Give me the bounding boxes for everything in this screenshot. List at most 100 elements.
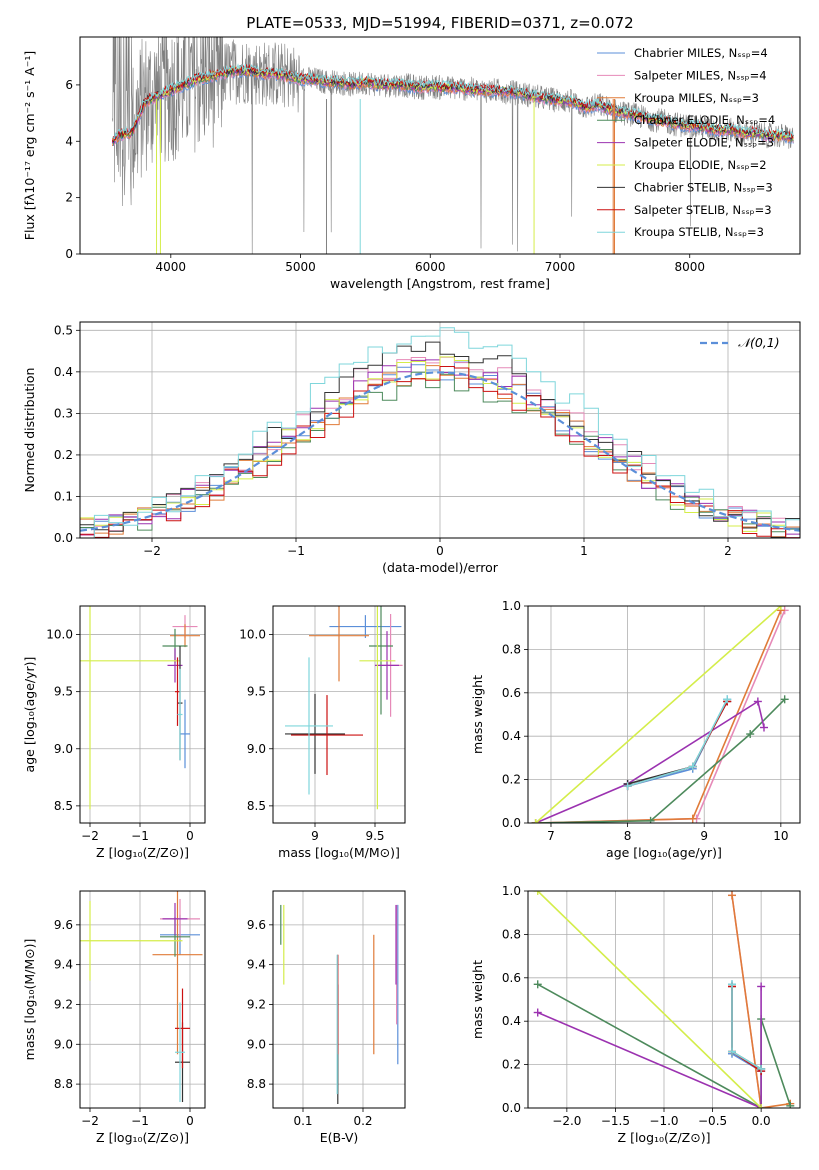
- y-tick-label: 9.2: [247, 997, 266, 1011]
- legend-label-salpeter_elodie: Salpeter ELODIE, Nₛₛₚ=3: [634, 136, 774, 150]
- plot-area-mass_vs_Z: [80, 891, 203, 1103]
- legend-label-normal: 𝒩(0,1): [738, 335, 780, 350]
- x-axis-label: mass [log₁₀(M/M⊙)]: [278, 845, 400, 860]
- panel-weight_vs_Z: −2.0 −1.5 −1.0 −0.5 0.0 0.0 0.2 0.4 0.6 0.8 1.0 Z […: [470, 884, 801, 1145]
- plot-area-weight_vs_age: [531, 606, 789, 823]
- y-tick-label: 0.3: [54, 406, 73, 420]
- y-axis-label: mass [log₁₀(M/M⊙)]: [22, 939, 37, 1061]
- y-axis-label: Flux [fλ10⁻¹⁷ erg cm⁻² s⁻¹ A⁻¹]: [22, 51, 37, 240]
- x-tick-label: −2.0: [552, 1114, 581, 1128]
- x-tick-label: −1.5: [601, 1114, 630, 1128]
- x-tick-label: 8000: [674, 260, 705, 274]
- y-tick-label: 0: [65, 247, 73, 261]
- x-tick-label: −0.5: [698, 1114, 727, 1128]
- x-tick-label: 0.0: [752, 1114, 771, 1128]
- legend-label-kroupa_miles: Kroupa MILES, Nₛₛₚ=3: [634, 91, 759, 105]
- plot-area-mass_vs_ebv: [280, 904, 399, 1105]
- weight-line-salpeter_miles: [535, 609, 786, 823]
- y-tick-label: 9.4: [247, 958, 266, 972]
- x-tick-label: −1.0: [649, 1114, 678, 1128]
- normal-curve: [80, 371, 800, 532]
- weight-line-salpeter_elodie: [537, 986, 762, 1108]
- x-axis-label: E(B-V): [320, 1130, 359, 1145]
- weight-line-kroupa_elodie: [535, 606, 782, 823]
- y-axis-label: mass weight: [470, 675, 485, 754]
- y-tick-label: 0.6: [502, 686, 521, 700]
- x-tick-label: 1: [580, 544, 588, 558]
- y-tick-label: 9.4: [54, 958, 73, 972]
- y-tick-label: 0.0: [502, 1101, 521, 1115]
- y-tick-label: 8.8: [247, 1077, 266, 1091]
- x-axis-label: wavelength [Angstrom, rest frame]: [330, 276, 550, 291]
- weight-line-chabrier_elodie: [535, 698, 786, 823]
- y-tick-label: 9.5: [247, 685, 266, 699]
- weight-line-salpeter_elodie: [535, 700, 765, 823]
- y-tick-label: 0.0: [502, 816, 521, 830]
- y-tick-label: 9.6: [247, 918, 266, 932]
- panel-spectrum: 4000 5000 6000 7000 8000 0 2 4 6 wavelength [Angs…: [22, 14, 801, 291]
- x-tick-label: −1: [287, 544, 305, 558]
- panel-age_vs_Z: −2 −1 0 8.5 9.0 9.5 10.0 Z [log₁₀(Z/Z⊙)] age [lo…: [22, 605, 206, 860]
- y-tick-label: 0.2: [54, 448, 73, 462]
- axes-frame: [79, 36, 801, 255]
- x-tick-label: 5000: [285, 260, 316, 274]
- y-tick-label: 0.8: [502, 642, 521, 656]
- y-tick-label: 0.4: [54, 365, 73, 379]
- histogram-kroupa_stelib: [80, 327, 800, 538]
- x-axis-label: Z [log₁₀(Z/Z⊙)]: [618, 1130, 711, 1145]
- y-tick-label: 10.0: [239, 628, 266, 642]
- x-tick-label: 0: [186, 1114, 194, 1128]
- x-tick-label: 7: [547, 829, 555, 843]
- y-tick-label: 4: [65, 134, 73, 148]
- y-tick-label: 9.0: [247, 742, 266, 756]
- axes-frame: [79, 321, 801, 539]
- y-axis-label: mass weight: [470, 960, 485, 1039]
- panel-mass_vs_ebv: 0.1 0.2 8.8 9.0 9.2 9.4 9.6 E(B-V): [247, 890, 406, 1145]
- x-tick-label: −1: [131, 829, 149, 843]
- x-tick-label: 2: [724, 544, 732, 558]
- panel-weight_vs_age: 7 8 9 10 0.0 0.2 0.4 0.6 0.8 1.0 age [log₁₀(age/yr…: [470, 599, 801, 860]
- legend-label-kroupa_stelib: Kroupa STELIB, Nₛₛₚ=3: [634, 225, 764, 239]
- plot-area-spectrum: [111, 37, 794, 254]
- y-tick-label: 0.0: [54, 531, 73, 545]
- x-axis-label: (data-model)/error: [382, 560, 499, 575]
- panel-mass_vs_Z: −2 −1 0 8.8 9.0 9.2 9.4 9.6 Z [log₁₀(Z/Z⊙)] mass …: [22, 890, 206, 1145]
- x-tick-label: 6000: [415, 260, 446, 274]
- y-tick-label: 9.0: [54, 1037, 73, 1051]
- x-tick-label: −2: [81, 829, 99, 843]
- legend-label-chabrier_stelib: Chabrier STELIB, Nₛₛₚ=3: [634, 180, 773, 194]
- y-tick-label: 9.6: [54, 918, 73, 932]
- x-axis-label: age [log₁₀(age/yr)]: [606, 845, 722, 860]
- x-tick-label: 0: [436, 544, 444, 558]
- x-axis-label: Z [log₁₀(Z/Z⊙)]: [96, 845, 189, 860]
- axes-frame: [527, 605, 801, 824]
- y-tick-label: 9.2: [54, 997, 73, 1011]
- y-tick-label: 1.0: [502, 884, 521, 898]
- plot-area-residuals: [80, 327, 800, 538]
- legend-label-kroupa_elodie: Kroupa ELODIE, Nₛₛₚ=2: [634, 158, 767, 172]
- legend-label-chabrier_miles: Chabrier MILES, Nₛₛₚ=4: [634, 46, 768, 60]
- x-tick-label: 0.1: [293, 1114, 312, 1128]
- x-tick-label: 9: [700, 829, 708, 843]
- histogram-chabrier_elodie: [80, 371, 800, 538]
- x-tick-label: −2: [143, 544, 161, 558]
- y-tick-label: 0.4: [502, 729, 521, 743]
- x-tick-label: 7000: [545, 260, 576, 274]
- axes-frame: [79, 605, 206, 824]
- x-tick-label: 8: [624, 829, 632, 843]
- y-tick-label: 9.0: [247, 1037, 266, 1051]
- y-tick-label: 8.5: [247, 799, 266, 813]
- axes-frame: [272, 890, 406, 1109]
- weight-line-kroupa_elodie: [537, 891, 762, 1108]
- panel-residuals: −2 −1 0 1 2 0.0 0.1 0.2 0.3 0.4 0.5 (data-model)/er…: [22, 321, 801, 575]
- y-axis-label: age [log₁₀(age/yr)]: [22, 657, 37, 773]
- x-tick-label: 9.5: [365, 829, 384, 843]
- y-tick-label: 8.8: [54, 1077, 73, 1091]
- x-tick-label: 0: [186, 829, 194, 843]
- x-tick-label: −2: [81, 1114, 99, 1128]
- x-tick-label: 0.2: [353, 1114, 372, 1128]
- legend-label-salpeter_miles: Salpeter MILES, Nₛₛₚ=4: [634, 68, 767, 82]
- y-axis-label: Normed distribution: [22, 368, 37, 493]
- y-tick-label: 1.0: [502, 599, 521, 613]
